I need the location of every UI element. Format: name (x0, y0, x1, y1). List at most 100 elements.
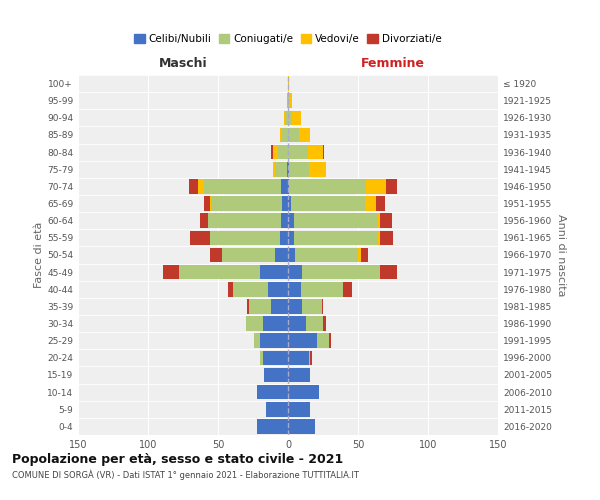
Bar (254, 334, 260, 348)
Bar (249, 299, 271, 314)
Bar (367, 179, 386, 194)
Bar (291, 196, 365, 211)
Bar (288, 145, 308, 160)
Bar (288, 316, 306, 331)
Bar (264, 368, 288, 382)
Text: Popolazione per età, sesso e stato civile - 2021: Popolazione per età, sesso e stato civil… (12, 452, 343, 466)
Bar (204, 196, 209, 211)
Bar (208, 214, 281, 228)
Bar (288, 299, 302, 314)
Bar (288, 110, 292, 125)
Bar (380, 214, 392, 228)
Bar (275, 162, 287, 176)
Bar (200, 214, 208, 228)
Bar (323, 145, 325, 160)
Bar (246, 316, 263, 331)
Bar (281, 214, 288, 228)
Bar (247, 299, 249, 314)
Text: Maschi: Maschi (158, 57, 208, 70)
Bar (263, 350, 288, 365)
Bar (188, 179, 199, 194)
Bar (209, 196, 211, 211)
Bar (209, 248, 222, 262)
Bar (322, 299, 323, 314)
Bar (288, 248, 295, 262)
Bar (288, 128, 299, 142)
Bar (280, 128, 283, 142)
Bar (260, 334, 288, 348)
Bar (260, 350, 263, 365)
Bar (266, 402, 288, 416)
Bar (222, 248, 275, 262)
Bar (292, 110, 301, 125)
Bar (260, 265, 288, 280)
Bar (386, 179, 397, 194)
Bar (358, 248, 361, 262)
Bar (268, 282, 288, 296)
Bar (272, 162, 275, 176)
Bar (257, 385, 288, 400)
Bar (233, 282, 268, 296)
Bar (288, 162, 289, 176)
Bar (288, 265, 302, 280)
Bar (288, 419, 314, 434)
Bar (376, 196, 385, 211)
Bar (272, 145, 278, 160)
Bar (257, 419, 288, 434)
Bar (310, 350, 312, 365)
Bar (288, 230, 293, 245)
Bar (317, 334, 329, 348)
Bar (361, 248, 368, 262)
Bar (289, 162, 309, 176)
Bar (287, 162, 288, 176)
Bar (365, 196, 376, 211)
Bar (301, 282, 343, 296)
Bar (288, 94, 289, 108)
Bar (293, 214, 377, 228)
Bar (288, 196, 291, 211)
Bar (278, 145, 288, 160)
Bar (163, 265, 179, 280)
Bar (329, 334, 331, 348)
Bar (295, 248, 358, 262)
Bar (377, 214, 380, 228)
Bar (288, 350, 309, 365)
Bar (302, 265, 380, 280)
Bar (288, 76, 289, 91)
Bar (288, 385, 319, 400)
Bar (190, 230, 209, 245)
Bar (271, 145, 272, 160)
Text: COMUNE DI SORGÀ (VR) - Dati ISTAT 1° gennaio 2021 - Elaborazione TUTTITALIA.IT: COMUNE DI SORGÀ (VR) - Dati ISTAT 1° gen… (12, 470, 359, 480)
Bar (288, 282, 301, 296)
Bar (323, 316, 326, 331)
Bar (299, 128, 310, 142)
Bar (284, 110, 285, 125)
Bar (343, 282, 352, 296)
Text: Femmine: Femmine (361, 57, 425, 70)
Bar (228, 282, 233, 296)
Bar (271, 299, 288, 314)
Bar (288, 214, 293, 228)
Bar (380, 230, 393, 245)
Bar (199, 179, 204, 194)
Bar (309, 350, 310, 365)
Bar (275, 248, 288, 262)
Bar (283, 196, 288, 211)
Bar (263, 316, 288, 331)
Bar (302, 299, 322, 314)
Bar (179, 265, 260, 280)
Bar (377, 230, 380, 245)
Bar (309, 162, 326, 176)
Bar (288, 368, 310, 382)
Bar (281, 179, 288, 194)
Bar (280, 230, 288, 245)
Bar (289, 179, 367, 194)
Bar (288, 402, 310, 416)
Bar (283, 128, 288, 142)
Bar (288, 334, 317, 348)
Bar (211, 196, 283, 211)
Bar (287, 94, 288, 108)
Bar (306, 316, 323, 331)
Bar (380, 265, 397, 280)
Bar (289, 94, 292, 108)
